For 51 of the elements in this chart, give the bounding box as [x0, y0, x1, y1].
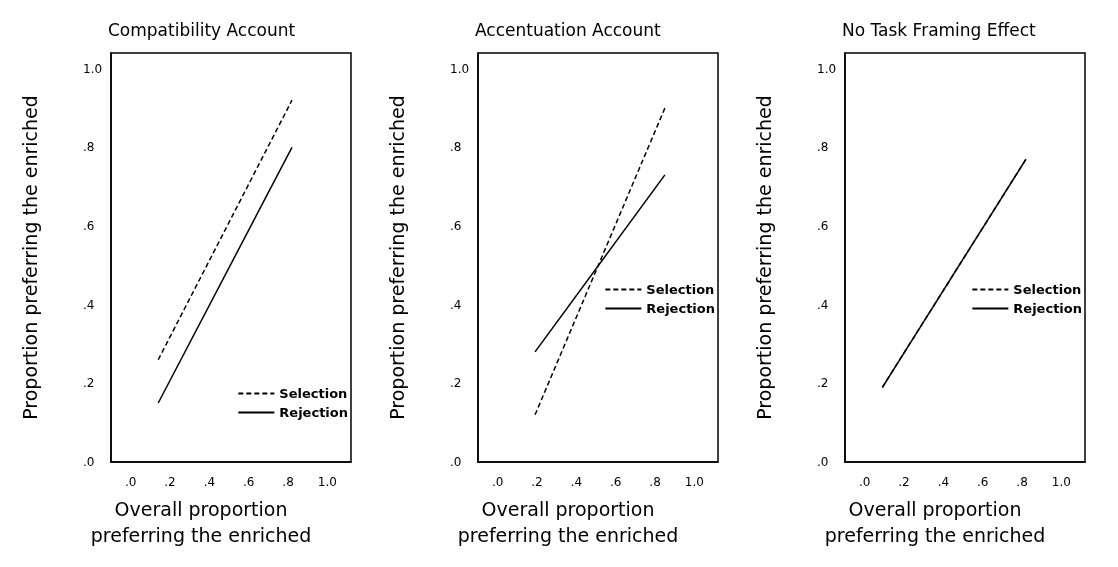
x-tick-label: .8 — [1016, 475, 1028, 489]
y-tick-label: .8 — [817, 140, 829, 155]
x-tick-label: 1.0 — [684, 475, 704, 489]
x-tick-label: .6 — [609, 475, 622, 489]
x-tick-label: .6 — [976, 475, 989, 489]
y-tick-label: .6 — [83, 219, 95, 234]
y-tick-label: .2 — [817, 376, 829, 391]
y-tick-label: .0 — [83, 455, 95, 469]
legend-label: Selection — [279, 386, 348, 401]
x-axis-title: Overall proportion preferring the enriched — [824, 498, 1046, 546]
legend-label: Selection — [646, 282, 715, 297]
x-tick-label: .0 — [491, 475, 504, 489]
x-tick-label: .8 — [649, 475, 661, 489]
y-axis-title: Proportion preferring the enriched — [385, 95, 408, 420]
y-tick-label: .4 — [83, 297, 95, 312]
y-tick-label: .6 — [450, 219, 462, 234]
y-tick-label: .0 — [817, 455, 829, 469]
y-tick-label: .8 — [450, 140, 462, 155]
x-tick-label: .2 — [898, 475, 910, 489]
x-tick-label: 1.0 — [317, 475, 337, 489]
chart-title: No Task Framing Effect — [842, 19, 1037, 40]
y-tick-label: .2 — [450, 376, 462, 391]
chart-title: Compatibility Account — [108, 19, 296, 40]
x-tick-label: .0 — [858, 475, 871, 489]
x-tick-label: .8 — [282, 475, 294, 489]
x-axis-title: Overall proportion preferring the enriched — [457, 498, 679, 546]
x-tick-label: .6 — [242, 475, 255, 489]
y-axis-title: Proportion preferring the enriched — [18, 95, 41, 420]
x-tick-label: .4 — [203, 475, 216, 489]
legend-label: Selection — [1013, 282, 1082, 297]
x-tick-label: .4 — [937, 475, 950, 489]
y-tick-label: .2 — [83, 376, 95, 391]
y-tick-label: .4 — [817, 297, 829, 312]
x-tick-label: 1.0 — [1051, 475, 1071, 489]
chart-title: Accentuation Account — [475, 19, 662, 40]
legend-label: Rejection — [1013, 301, 1083, 316]
x-tick-label: .2 — [164, 475, 176, 489]
x-tick-label: .4 — [570, 475, 583, 489]
legend-label: Rejection — [646, 301, 716, 316]
x-tick-label: .0 — [124, 475, 137, 489]
x-axis-title: Overall proportion preferring the enriched — [90, 498, 312, 546]
legend-label: Rejection — [279, 405, 349, 420]
y-tick-label: .6 — [817, 219, 829, 234]
y-tick-label: .4 — [450, 297, 462, 312]
x-tick-label: .2 — [531, 475, 543, 489]
y-tick-label: .0 — [450, 455, 462, 469]
y-tick-label: 1.0 — [817, 61, 837, 76]
y-axis-title: Proportion preferring the enriched — [752, 95, 775, 420]
y-tick-label: .8 — [83, 140, 95, 155]
y-tick-label: 1.0 — [83, 61, 103, 76]
y-tick-label: 1.0 — [450, 61, 470, 76]
